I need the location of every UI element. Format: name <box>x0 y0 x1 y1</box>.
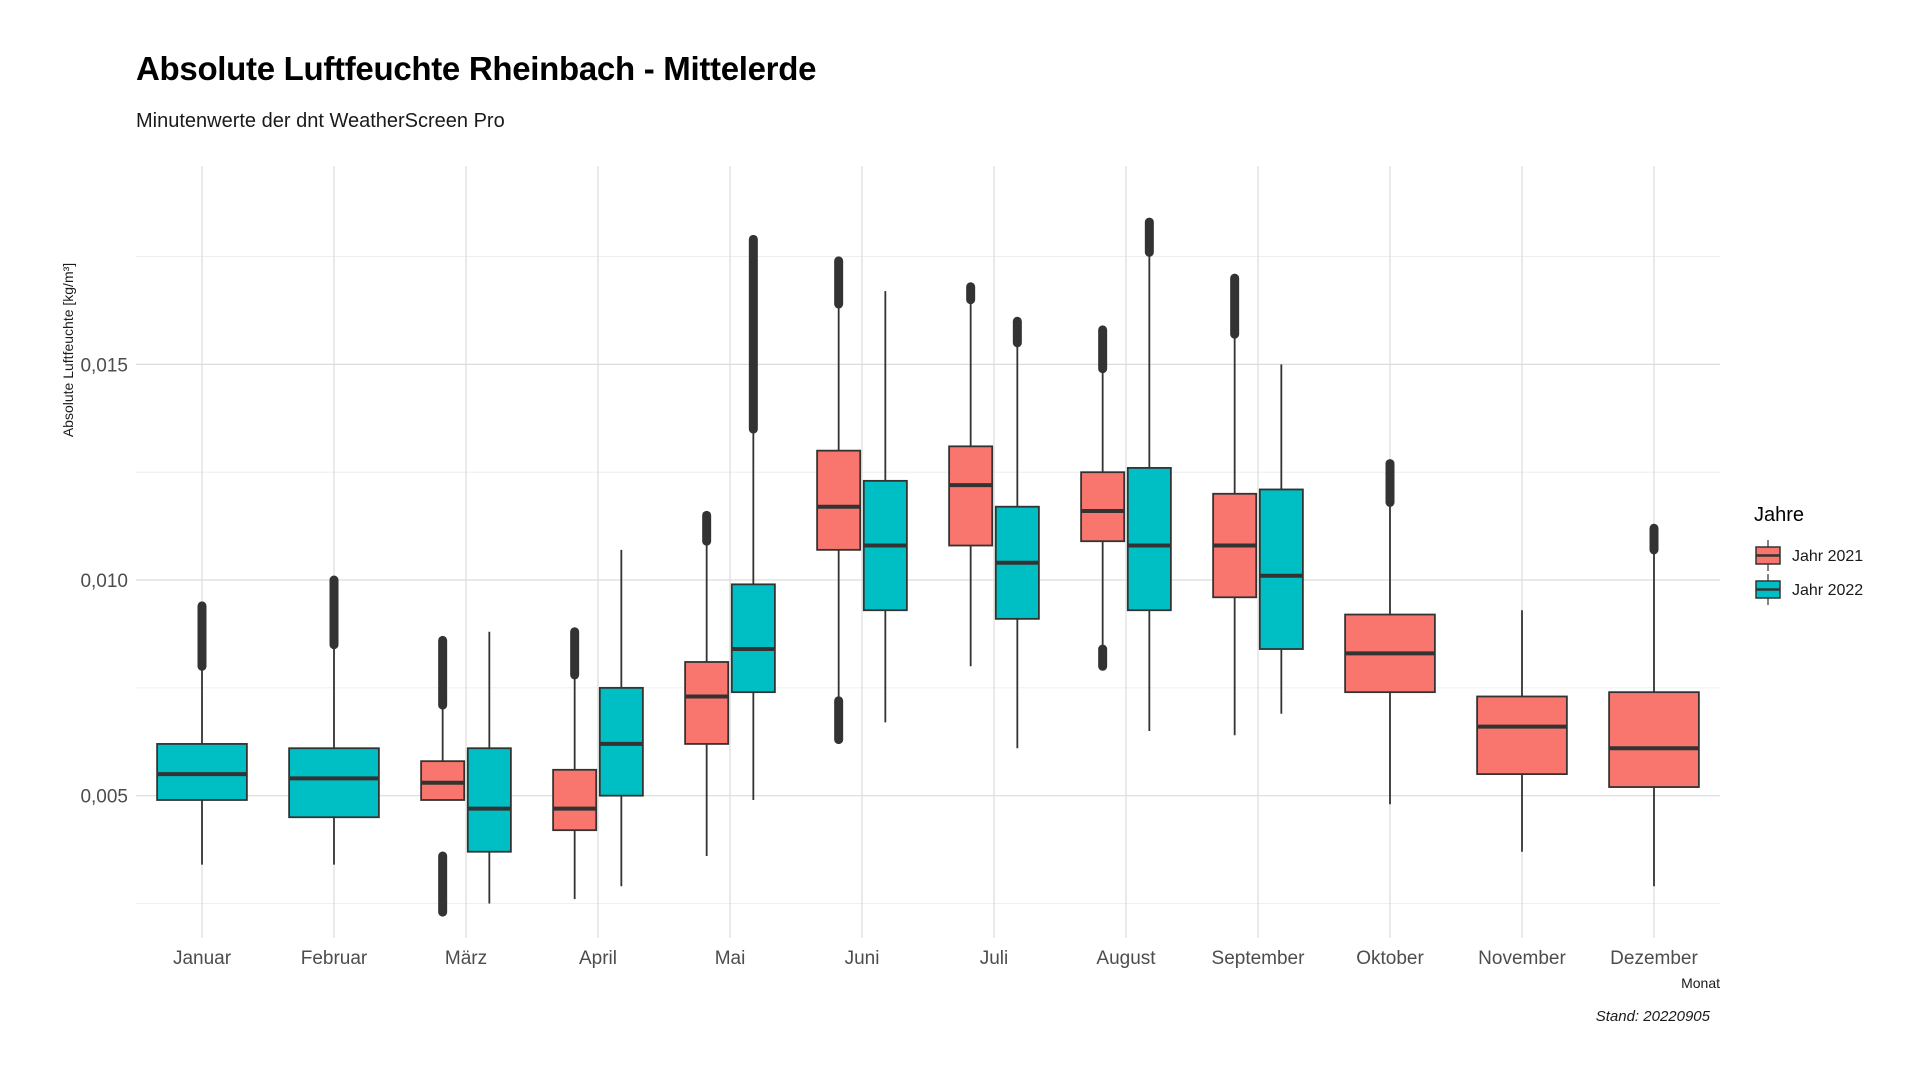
boxplot <box>466 631 512 904</box>
box <box>948 445 994 547</box>
box <box>1080 471 1126 543</box>
box <box>420 760 466 801</box>
boxplot <box>1126 217 1172 731</box>
y-tick-label: 0,005 <box>80 787 128 808</box>
boxplot <box>598 549 644 887</box>
boxplot <box>816 256 862 745</box>
box <box>816 449 862 551</box>
box <box>684 661 730 745</box>
chart-subtitle: Minutenwerte der dnt WeatherScreen Pro <box>136 110 505 132</box>
x-tick-label: September <box>1212 948 1306 969</box>
boxplot <box>420 635 466 917</box>
x-tick-label: August <box>1096 948 1156 969</box>
boxplots <box>156 217 1700 917</box>
box <box>1608 691 1700 788</box>
boxplot <box>1080 325 1126 671</box>
x-axis-title: Monat <box>1681 975 1720 991</box>
box <box>288 747 380 819</box>
x-tick-label: Januar <box>173 948 232 969</box>
boxplot <box>684 510 730 857</box>
boxplot <box>948 282 994 667</box>
box <box>730 583 776 694</box>
boxplot <box>1476 610 1568 852</box>
x-tick-label: November <box>1478 948 1566 969</box>
x-axis-tick-labels: Januar Februar März April Mai Juni Juli August S… <box>173 948 1699 969</box>
legend-label: Jahr 2022 <box>1792 582 1863 599</box>
x-tick-label: Juni <box>845 948 880 969</box>
box <box>1476 695 1568 776</box>
legend-item: Jahr 2021 <box>1755 540 1863 571</box>
x-tick-label: Juli <box>980 948 1009 969</box>
chart-title: Absolute Luftfeuchte Rheinbach - Mittele… <box>136 50 817 87</box>
boxplot <box>730 234 776 800</box>
box <box>598 686 644 797</box>
x-tick-label: Februar <box>301 948 368 969</box>
legend-label: Jahr 2021 <box>1792 548 1863 565</box>
x-tick-label: Dezember <box>1610 948 1698 969</box>
boxplot <box>1608 523 1700 887</box>
x-tick-label: April <box>579 948 617 969</box>
y-axis-tick-labels: 0,005 0,010 0,015 <box>80 355 128 807</box>
x-tick-label: Oktober <box>1356 948 1424 969</box>
y-tick-label: 0,015 <box>80 355 128 376</box>
boxplot <box>552 627 598 900</box>
x-tick-label: Mai <box>715 948 746 969</box>
boxplot <box>288 575 380 865</box>
box <box>1126 466 1172 612</box>
boxplot <box>1344 459 1436 805</box>
boxplot <box>862 291 908 723</box>
boxplot <box>994 316 1040 749</box>
legend-item: Jahr 2022 <box>1755 574 1863 605</box>
legend-title: Jahre <box>1754 504 1804 526</box>
legend: Jahre Jahr 2021 Jahr 2022 <box>1754 504 1863 605</box>
boxplot <box>1258 364 1304 714</box>
boxplot <box>1212 273 1258 736</box>
y-tick-label: 0,010 <box>80 571 128 592</box>
box <box>156 743 248 801</box>
box <box>552 768 598 832</box>
grid-lines <box>136 166 1720 938</box>
chart-caption: Stand: 20220905 <box>1595 1008 1710 1025</box>
box <box>466 747 512 853</box>
box <box>1258 488 1304 650</box>
x-tick-label: März <box>445 948 487 969</box>
y-axis-title: Absolute Luftfeuchte [kg/m³] <box>60 263 76 437</box>
boxplot <box>156 601 248 865</box>
